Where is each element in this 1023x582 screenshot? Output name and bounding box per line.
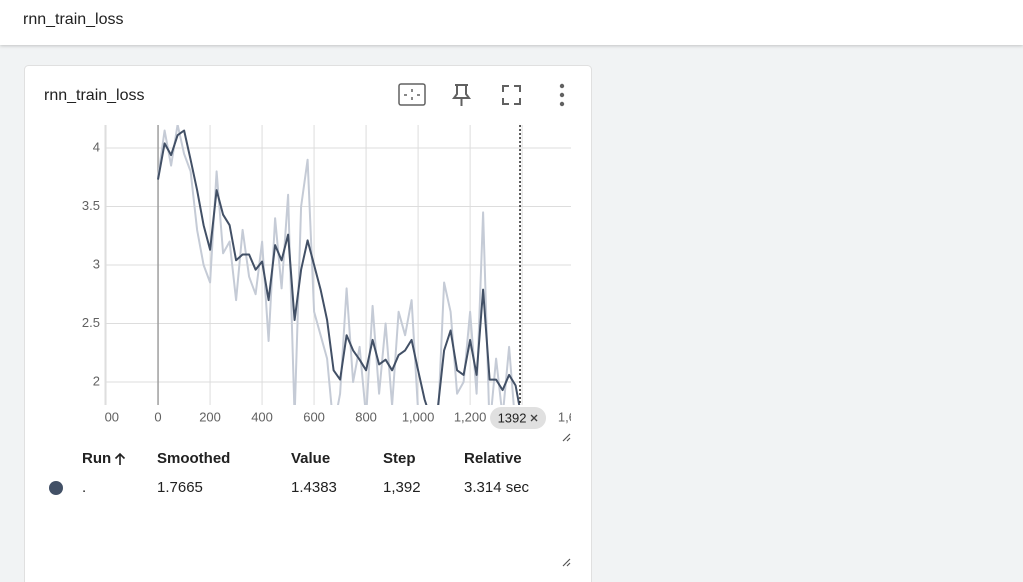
- pin-button[interactable]: [452, 84, 471, 106]
- column-header: Smoothed: [157, 450, 230, 467]
- run-color-dot: [49, 481, 63, 495]
- header-title: rnn_train_loss: [23, 11, 124, 28]
- resize-handle[interactable]: [562, 433, 571, 442]
- x-tick-label: 200: [199, 409, 221, 424]
- x-tick-label: 1,200: [454, 409, 487, 424]
- header-bar: [0, 0, 1023, 45]
- table-cell: 1,392: [383, 479, 421, 496]
- table-cell: 1.7665: [157, 479, 203, 496]
- column-header: Step: [383, 450, 416, 467]
- y-tick-label: 3: [93, 256, 100, 271]
- resize-handle[interactable]: [562, 558, 571, 567]
- step-marker-close: [530, 414, 538, 422]
- sort-arrow: [114, 452, 126, 465]
- x-tick-label: 1,000: [402, 409, 435, 424]
- y-tick-label: 3.5: [82, 198, 100, 213]
- more-button[interactable]: [559, 83, 565, 107]
- series-line: [157, 129, 521, 405]
- toolbar: [398, 83, 565, 107]
- x-tick-label: 0: [154, 409, 161, 424]
- x-tick-label: 600: [303, 409, 325, 424]
- step-marker-label: 1392: [498, 410, 527, 425]
- y-tick-label: 2.5: [82, 315, 100, 330]
- table-cell: .: [82, 479, 86, 496]
- column-header: Run: [82, 450, 111, 467]
- x-tick-label: 1,600: [558, 409, 591, 424]
- fullscreen-button[interactable]: [502, 85, 521, 105]
- table-cell: 1.4383: [291, 479, 337, 496]
- table-cell: 3.314 sec: [464, 479, 530, 496]
- x-tick-label: 400: [251, 409, 273, 424]
- y-tick-label: 2: [93, 373, 100, 388]
- card-title: rnn_train_loss: [44, 87, 145, 104]
- step-marker-badge: [490, 407, 547, 429]
- y-tick-label: 4: [93, 139, 100, 154]
- column-header: Value: [291, 450, 330, 467]
- fit-domain-button[interactable]: [398, 83, 426, 106]
- x-tick-label: 800: [355, 409, 377, 424]
- column-header: Relative: [464, 450, 522, 467]
- x-tick-label: -200: [93, 409, 119, 424]
